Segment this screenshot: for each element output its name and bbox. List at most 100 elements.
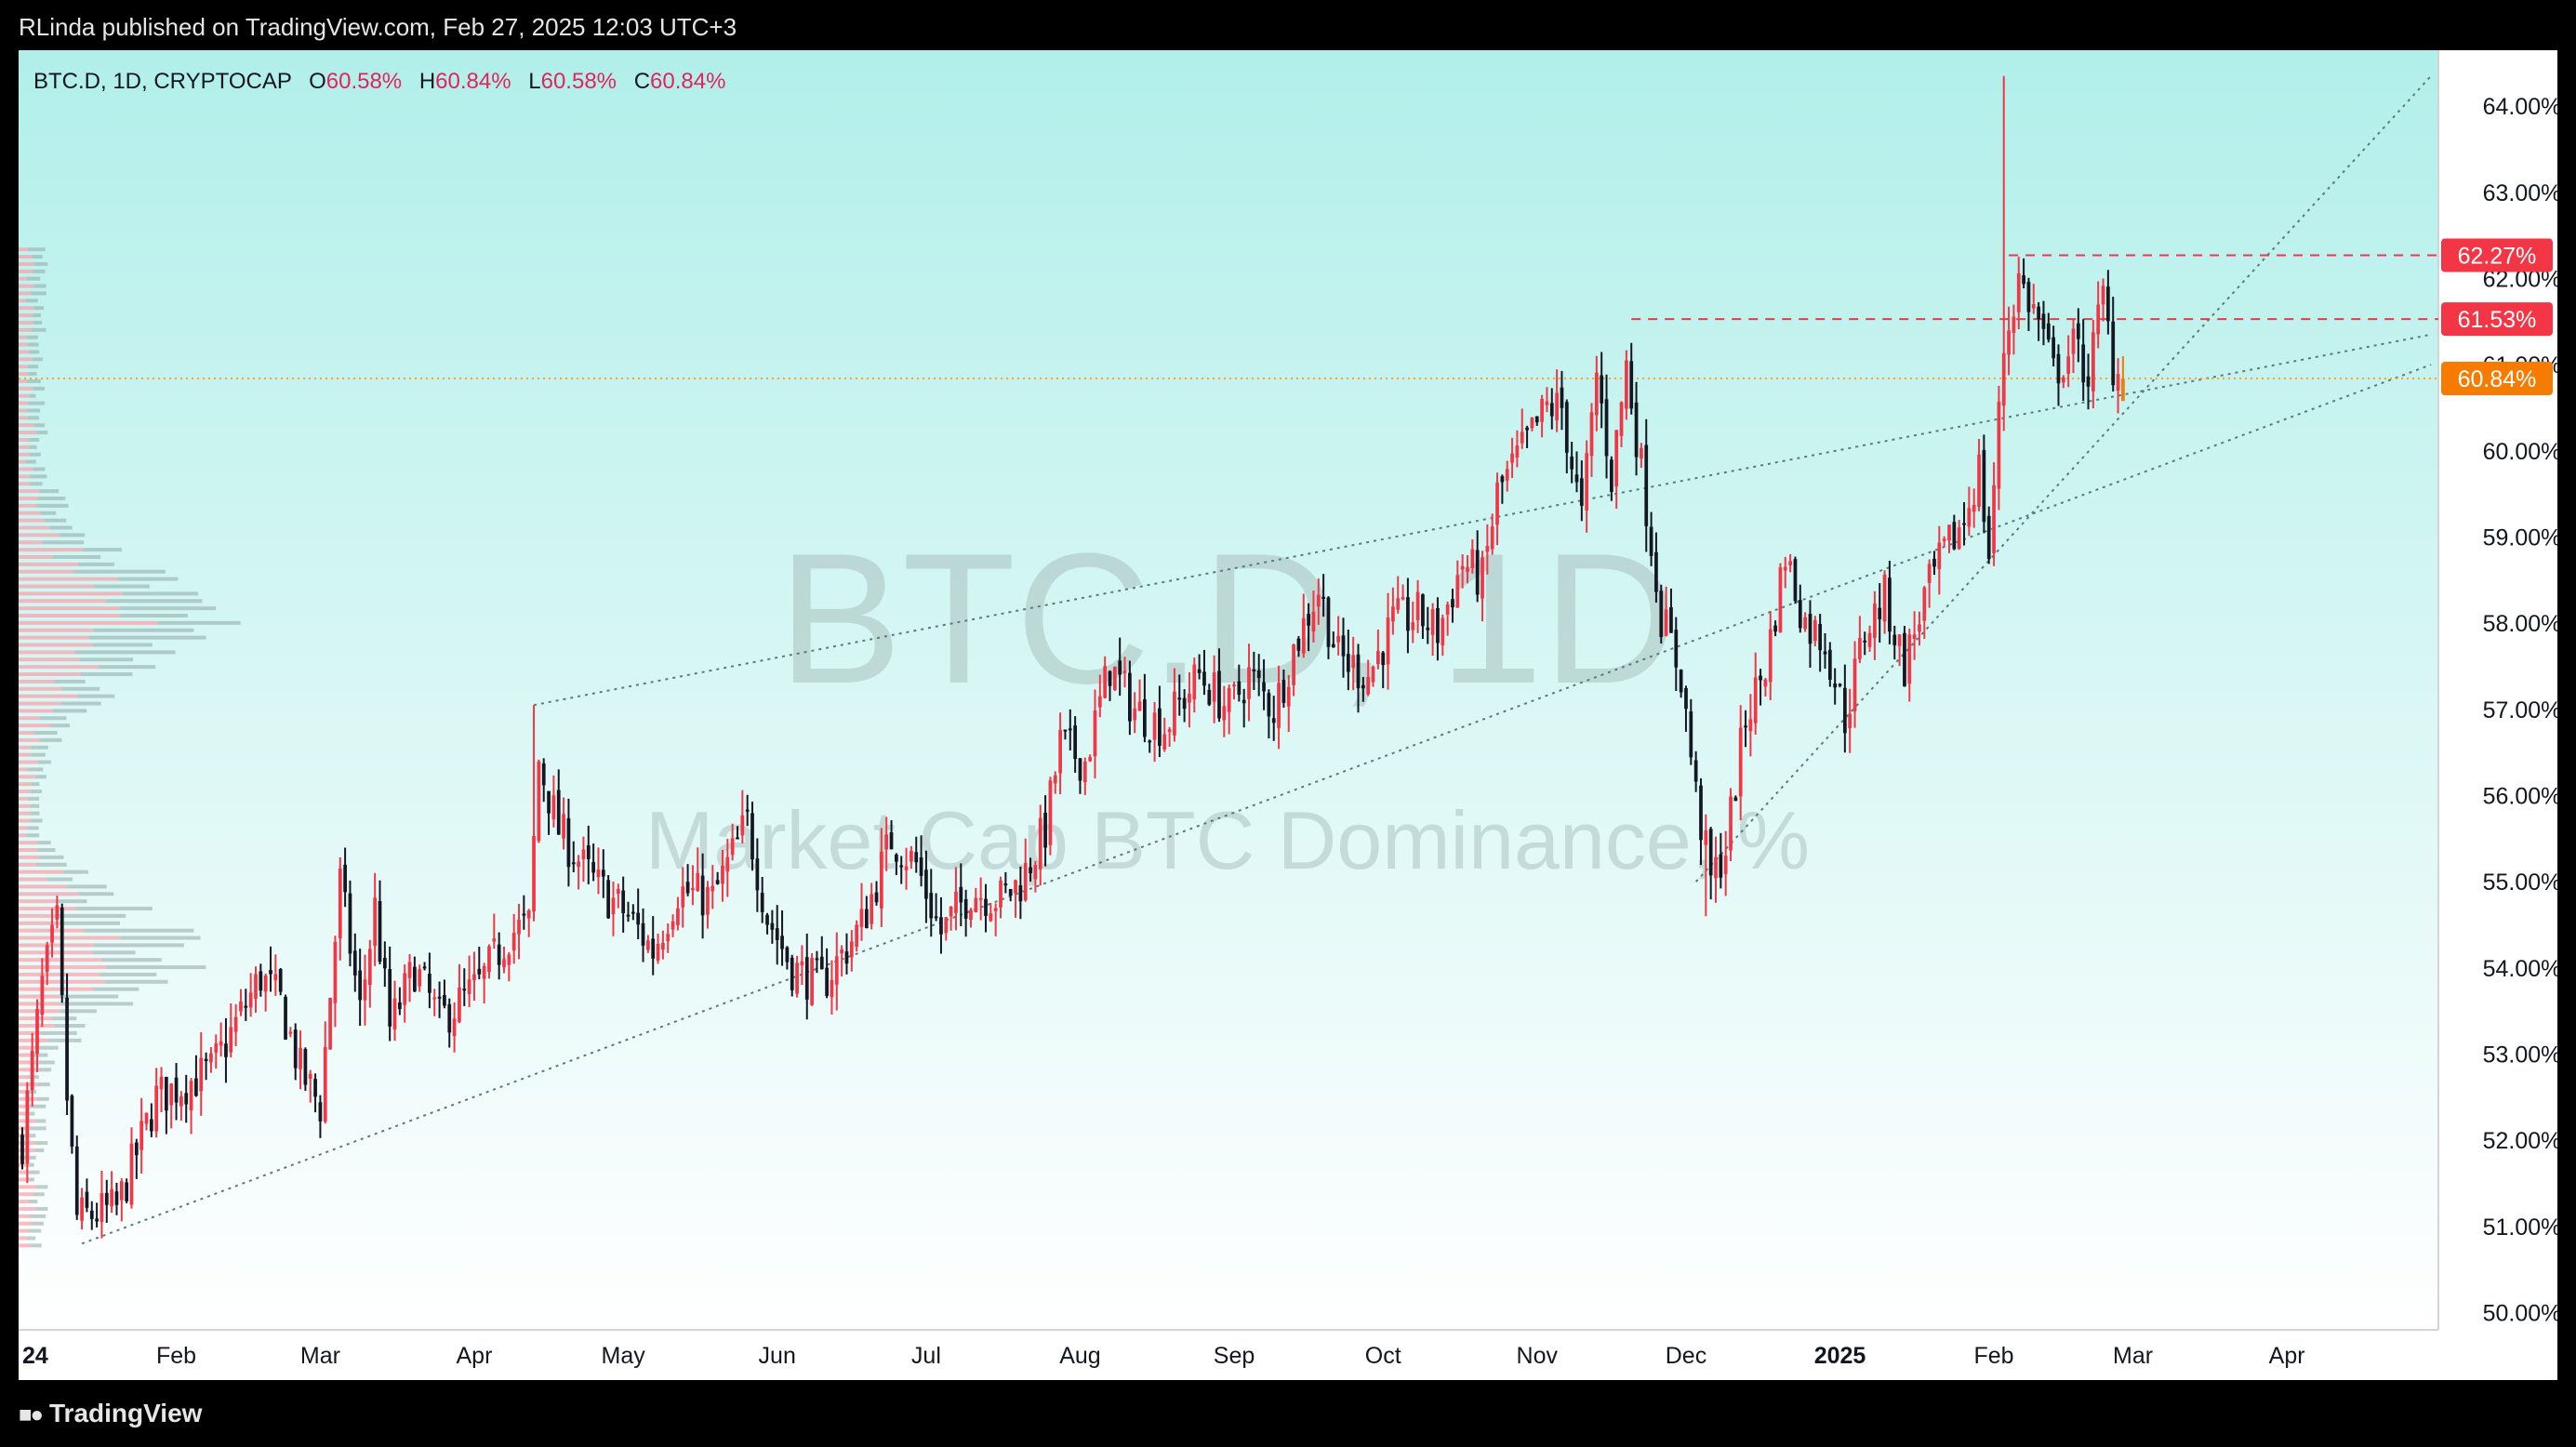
candle-body[interactable]	[1962, 523, 1966, 525]
candle-body[interactable]	[904, 866, 909, 870]
candle-body[interactable]	[954, 891, 958, 913]
candle-body[interactable]	[706, 886, 710, 915]
candle-body[interactable]	[1564, 402, 1569, 453]
candle-body[interactable]	[963, 898, 968, 919]
candle-body[interactable]	[2076, 323, 2080, 339]
candle-body[interactable]	[1460, 565, 1465, 570]
legend-symbol[interactable]: BTC.D, 1D, CRYPTOCAP	[33, 69, 292, 94]
candle-body[interactable]	[750, 813, 754, 860]
candle-body[interactable]	[969, 909, 973, 921]
candle-body[interactable]	[1783, 566, 1787, 571]
candle-body[interactable]	[1415, 591, 1420, 620]
candle-body[interactable]	[1148, 740, 1152, 743]
candle-body[interactable]	[1376, 651, 1380, 665]
candle-body[interactable]	[1748, 719, 1753, 732]
candle-body[interactable]	[601, 870, 605, 877]
candle-body[interactable]	[1852, 658, 1857, 711]
candle-body[interactable]	[472, 974, 476, 981]
candle-body[interactable]	[730, 838, 735, 856]
candle-body[interactable]	[50, 924, 54, 943]
candle-body[interactable]	[1863, 640, 1867, 643]
candle-body[interactable]	[1942, 538, 1946, 541]
candle-body[interactable]	[1093, 710, 1097, 757]
candle-body[interactable]	[2096, 304, 2101, 335]
candle-body[interactable]	[919, 856, 923, 876]
candle-body[interactable]	[1103, 666, 1108, 698]
candle-body[interactable]	[1097, 696, 1102, 708]
candle-body[interactable]	[1436, 607, 1440, 644]
candle-body[interactable]	[40, 976, 45, 1016]
candle-body[interactable]	[1222, 706, 1227, 721]
candle-body[interactable]	[978, 897, 983, 900]
candle-body[interactable]	[551, 795, 556, 819]
candle-body[interactable]	[586, 845, 591, 859]
candle-body[interactable]	[125, 1182, 129, 1201]
candle-body[interactable]	[2052, 337, 2056, 359]
candle-body[interactable]	[65, 997, 69, 1101]
candle-body[interactable]	[1177, 697, 1182, 700]
candle-body[interactable]	[1704, 830, 1708, 845]
candle-body[interactable]	[110, 1189, 113, 1207]
candle-body[interactable]	[1823, 651, 1827, 655]
candle-body[interactable]	[1545, 401, 1549, 405]
candle-body[interactable]	[1947, 524, 1951, 541]
candle-body[interactable]	[1982, 449, 1986, 523]
candle-body[interactable]	[611, 897, 616, 915]
candle-body[interactable]	[606, 880, 611, 919]
candle-body[interactable]	[1540, 399, 1544, 422]
candle-body[interactable]	[1609, 459, 1613, 492]
candle-body[interactable]	[1112, 666, 1117, 690]
trendline[interactable]	[81, 364, 2432, 1245]
candle-body[interactable]	[1952, 522, 1957, 550]
candle-body[interactable]	[343, 864, 347, 893]
candle-body[interactable]	[1918, 624, 1921, 632]
candle-body[interactable]	[363, 979, 367, 1001]
candle-body[interactable]	[547, 790, 551, 814]
candle-body[interactable]	[2046, 323, 2051, 340]
candle-body[interactable]	[1818, 623, 1823, 651]
candle-body[interactable]	[1560, 387, 1564, 408]
candle-body[interactable]	[278, 969, 283, 992]
candle-body[interactable]	[1396, 598, 1401, 610]
candle-body[interactable]	[233, 1016, 238, 1032]
candle-body[interactable]	[934, 916, 938, 919]
candle-body[interactable]	[458, 987, 461, 1022]
candle-body[interactable]	[1719, 854, 1723, 878]
candle-body[interactable]	[840, 949, 844, 954]
candle-body[interactable]	[1311, 611, 1316, 632]
candle-body[interactable]	[1604, 399, 1609, 457]
candle-body[interactable]	[482, 965, 486, 979]
candle-body[interactable]	[1386, 617, 1390, 665]
candle-body[interactable]	[263, 975, 268, 992]
candle-body[interactable]	[1669, 607, 1673, 633]
candle-body[interactable]	[1738, 727, 1743, 797]
candle-body[interactable]	[1421, 594, 1425, 627]
horizontal-levels[interactable]	[19, 254, 2438, 380]
candle-body[interactable]	[2101, 285, 2105, 305]
candle-body[interactable]	[1381, 652, 1386, 666]
candle-body[interactable]	[373, 897, 378, 946]
candle-body[interactable]	[556, 790, 561, 835]
candle-body[interactable]	[1307, 614, 1310, 626]
candle-body[interactable]	[1296, 638, 1301, 651]
candle-body[interactable]	[1992, 485, 1996, 553]
candle-body[interactable]	[1812, 619, 1817, 642]
candle-body[interactable]	[1873, 604, 1877, 638]
candle-body[interactable]	[810, 958, 814, 1005]
candle-body[interactable]	[2012, 316, 2016, 333]
candle-body[interactable]	[313, 1079, 317, 1097]
candle-body[interactable]	[80, 1197, 84, 1221]
candle-body[interactable]	[1495, 482, 1499, 525]
candle-body[interactable]	[1892, 634, 1897, 645]
candle-body[interactable]	[1500, 476, 1505, 483]
candle-body[interactable]	[1932, 558, 1936, 567]
candle-body[interactable]	[1188, 693, 1191, 703]
candle-body[interactable]	[1088, 757, 1093, 762]
candle-body[interactable]	[526, 910, 531, 919]
candle-body[interactable]	[631, 911, 635, 914]
candle-body[interactable]	[1227, 687, 1231, 712]
candle-body[interactable]	[1073, 725, 1077, 760]
candle-body[interactable]	[562, 814, 565, 839]
candle-body[interactable]	[194, 1078, 198, 1096]
candle-body[interactable]	[1167, 729, 1172, 733]
